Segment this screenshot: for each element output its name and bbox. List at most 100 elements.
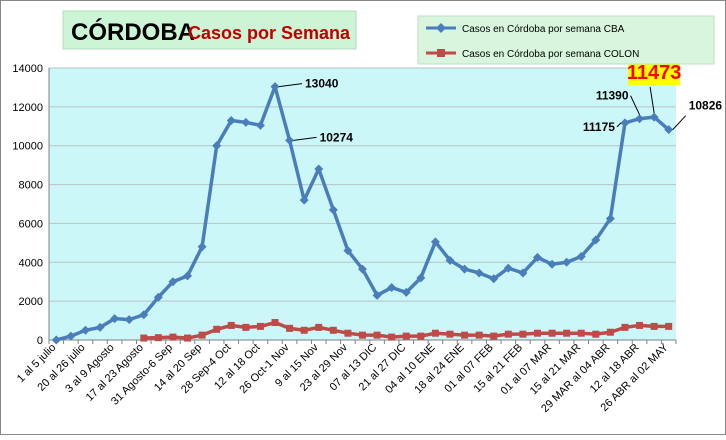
data-point-cba xyxy=(270,82,280,92)
data-point-cba xyxy=(153,292,163,302)
y-tick-label: 0 xyxy=(37,335,43,347)
data-point-cba xyxy=(430,237,440,247)
data-point-cba xyxy=(605,214,615,224)
data-label: 13040 xyxy=(305,77,339,91)
data-point-colon xyxy=(606,328,614,336)
data-point-cba xyxy=(372,290,382,300)
callout-line xyxy=(649,87,655,114)
data-point-colon xyxy=(592,330,600,338)
data-point-cba xyxy=(343,246,353,256)
y-tick-label: 10000 xyxy=(12,141,43,153)
data-point-colon xyxy=(286,324,294,332)
callout-line xyxy=(293,136,317,141)
data-point-colon xyxy=(271,319,279,327)
data-point-colon xyxy=(490,332,498,340)
data-point-cba xyxy=(489,274,499,284)
data-point-colon xyxy=(329,326,337,334)
data-point-colon xyxy=(227,321,235,329)
data-point-cba xyxy=(95,322,105,332)
data-point-cba xyxy=(124,315,134,325)
callout-line xyxy=(672,115,687,131)
data-point-colon xyxy=(359,331,366,339)
data-point-cba xyxy=(212,141,222,151)
callout-line xyxy=(616,122,622,128)
data-point-cba xyxy=(620,118,630,128)
data-point-cba xyxy=(314,164,324,174)
data-point-colon xyxy=(344,329,352,337)
data-label: 11175 xyxy=(583,120,615,134)
y-tick-label: 6000 xyxy=(19,218,43,230)
legend-label-cba: Casos en Córdoba por semana CBA xyxy=(462,24,625,35)
y-tick-label: 14000 xyxy=(12,63,43,75)
data-point-cba xyxy=(255,120,265,130)
data-point-colon xyxy=(213,325,221,333)
y-tick-label: 2000 xyxy=(19,296,43,308)
data-point-colon xyxy=(548,329,556,337)
data-point-colon xyxy=(300,326,308,334)
data-point-colon xyxy=(577,329,585,337)
data-point-colon xyxy=(169,333,177,341)
data-point-cba xyxy=(503,263,513,273)
data-point-colon xyxy=(431,329,439,337)
data-point-colon xyxy=(563,329,571,337)
y-tick-label: 8000 xyxy=(19,180,43,192)
legend-box xyxy=(417,15,715,65)
data-point-cba xyxy=(183,271,193,281)
data-point-cba xyxy=(387,283,397,293)
data-point-cba xyxy=(197,242,207,252)
legend-marker-colon xyxy=(437,49,445,57)
data-point-colon xyxy=(461,331,469,339)
legend: Casos en Córdoba por semana CBA Casos en… xyxy=(417,15,715,65)
data-point-cba xyxy=(649,112,659,122)
data-point-cba xyxy=(460,264,470,274)
callout-line xyxy=(630,95,640,115)
data-point-cba xyxy=(547,259,557,269)
data-point-cba xyxy=(328,205,338,215)
data-point-colon xyxy=(184,334,192,342)
data-point-cba xyxy=(139,310,149,320)
data-point-colon xyxy=(373,331,381,339)
data-label: 11390 xyxy=(596,89,629,103)
data-point-cba xyxy=(591,235,601,245)
series xyxy=(51,82,674,345)
data-point-colon xyxy=(388,333,396,341)
data-point-cba xyxy=(168,277,178,287)
data-point-colon xyxy=(446,330,454,338)
data-point-cba xyxy=(226,115,236,125)
data-point-colon xyxy=(636,321,644,329)
data-point-cba xyxy=(664,125,674,135)
data-point-colon xyxy=(140,334,148,342)
y-tick-label: 4000 xyxy=(19,257,43,269)
data-point-cba xyxy=(51,335,61,345)
data-point-colon xyxy=(621,323,629,331)
data-point-cba xyxy=(416,273,426,283)
data-point-colon xyxy=(417,332,425,340)
legend-marker-cba xyxy=(436,23,446,33)
data-point-cba xyxy=(635,114,645,124)
data-point-cba xyxy=(562,257,572,267)
legend-label-colon: Casos en Córdoba por semana COLON xyxy=(462,49,639,60)
data-point-cba xyxy=(401,287,411,297)
callout-line xyxy=(278,83,303,88)
y-tick-label: 12000 xyxy=(12,102,43,114)
data-label: 10826 xyxy=(689,99,723,113)
data-point-colon xyxy=(650,322,658,330)
title-box xyxy=(62,10,357,50)
data-point-cba xyxy=(80,325,90,335)
data-point-cba xyxy=(66,331,76,341)
data-point-colon xyxy=(154,334,162,342)
data-point-colon xyxy=(402,332,410,340)
data-point-cba xyxy=(576,251,586,261)
data-point-cba xyxy=(110,314,120,324)
data-point-colon xyxy=(519,330,527,338)
data-point-cba xyxy=(358,264,367,274)
data-point-cba xyxy=(285,135,295,145)
data-point-colon xyxy=(315,323,323,331)
data-label-highlight: 11473 xyxy=(627,62,682,84)
plot-area xyxy=(49,68,676,340)
data-point-colon xyxy=(242,323,250,331)
chart-title: CÓRDOBA xyxy=(71,18,195,46)
data-point-colon xyxy=(475,331,483,339)
